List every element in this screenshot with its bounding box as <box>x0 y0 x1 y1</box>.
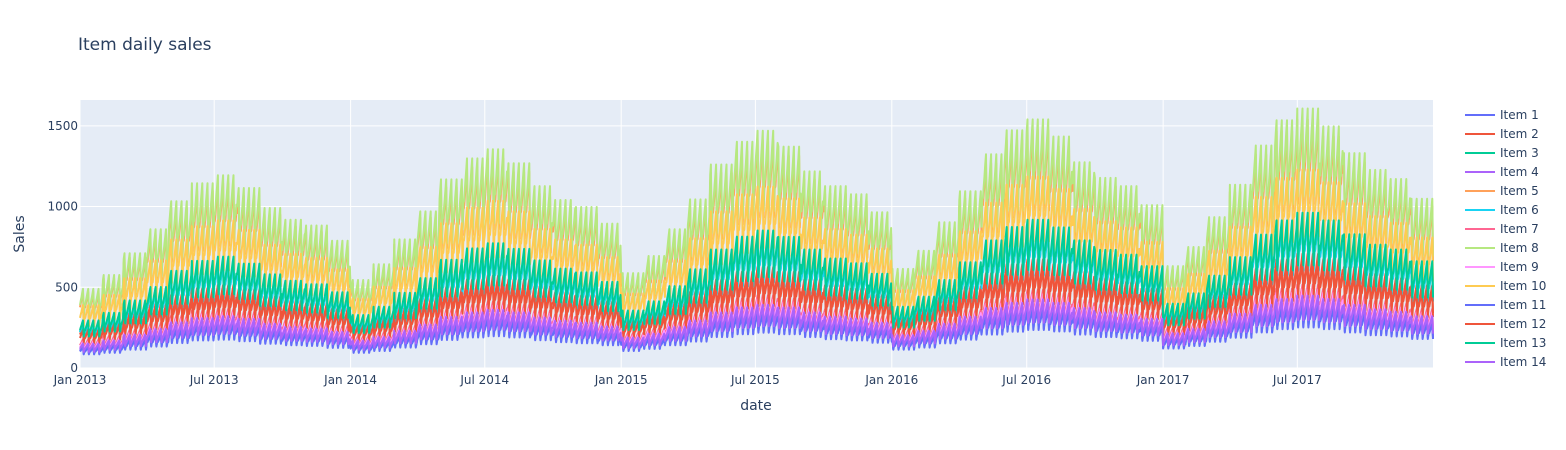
legend-label: Item 13 <box>1500 336 1546 350</box>
series-layer <box>79 107 1434 356</box>
legend-label: Item 3 <box>1500 146 1539 160</box>
legend-item[interactable]: Item 7 <box>1465 222 1539 236</box>
legend-label: Item 1 <box>1500 108 1539 122</box>
legend-item[interactable]: Item 3 <box>1465 146 1539 160</box>
legend-item[interactable]: Item 1 <box>1465 108 1539 122</box>
legend[interactable]: Item 1 Item 2 Item 3 Item 4 Item 5 Item 6 Item… <box>1465 108 1546 369</box>
legend-item[interactable]: Item 6 <box>1465 203 1539 217</box>
y-axis-title: Sales <box>12 215 28 252</box>
y-tick-label: 1500 <box>47 119 78 133</box>
legend-item[interactable]: Item 5 <box>1465 184 1539 198</box>
legend-item[interactable]: Item 11 <box>1465 298 1546 312</box>
y-axis-ticks: 0 500 1000 1500 <box>47 119 78 375</box>
legend-label: Item 12 <box>1500 317 1546 331</box>
x-tick-label: Jul 2016 <box>1001 373 1051 387</box>
x-tick-label: Jan 2013 <box>53 373 107 387</box>
legend-label: Item 2 <box>1500 127 1539 141</box>
legend-label: Item 9 <box>1500 260 1539 274</box>
series-line-12[interactable] <box>79 260 1434 345</box>
legend-item[interactable]: Item 10 <box>1465 279 1546 293</box>
y-tick-label: 500 <box>55 280 78 294</box>
x-tick-label: Jul 2017 <box>1272 373 1322 387</box>
chart-title: Item daily sales <box>78 35 212 55</box>
x-tick-label: Jan 2015 <box>594 373 648 387</box>
legend-label: Item 5 <box>1500 184 1539 198</box>
legend-label: Item 11 <box>1500 298 1546 312</box>
legend-item[interactable]: Item 13 <box>1465 336 1546 350</box>
y-tick-label: 0 <box>70 361 78 375</box>
legend-label: Item 8 <box>1500 241 1539 255</box>
legend-item[interactable]: Item 12 <box>1465 317 1546 331</box>
x-tick-label: Jul 2015 <box>730 373 780 387</box>
series-line-10[interactable] <box>79 168 1434 328</box>
x-tick-label: Jul 2014 <box>459 373 509 387</box>
legend-item[interactable]: Item 9 <box>1465 260 1539 274</box>
series-line-14[interactable] <box>79 294 1434 353</box>
x-tick-label: Jan 2016 <box>864 373 918 387</box>
legend-item[interactable]: Item 4 <box>1465 165 1539 179</box>
series-line-8[interactable] <box>79 107 1434 317</box>
legend-label: Item 14 <box>1500 355 1546 369</box>
x-axis-title: date <box>740 398 772 414</box>
legend-label: Item 4 <box>1500 165 1539 179</box>
legend-item[interactable]: Item 8 <box>1465 241 1539 255</box>
x-tick-label: Jul 2013 <box>189 373 239 387</box>
series-line-13[interactable] <box>79 211 1434 338</box>
legend-label: Item 7 <box>1500 222 1539 236</box>
legend-item[interactable]: Item 2 <box>1465 127 1539 141</box>
legend-label: Item 10 <box>1500 279 1546 293</box>
x-tick-label: Jan 2014 <box>323 373 377 387</box>
legend-label: Item 6 <box>1500 203 1539 217</box>
y-tick-label: 1000 <box>47 200 78 214</box>
x-axis-ticks: Jan 2013 Jul 2013 Jan 2014 Jul 2014 Jan 2015… <box>53 373 1322 387</box>
x-tick-label: Jan 2017 <box>1136 373 1190 387</box>
legend-item[interactable]: Item 14 <box>1465 355 1546 369</box>
